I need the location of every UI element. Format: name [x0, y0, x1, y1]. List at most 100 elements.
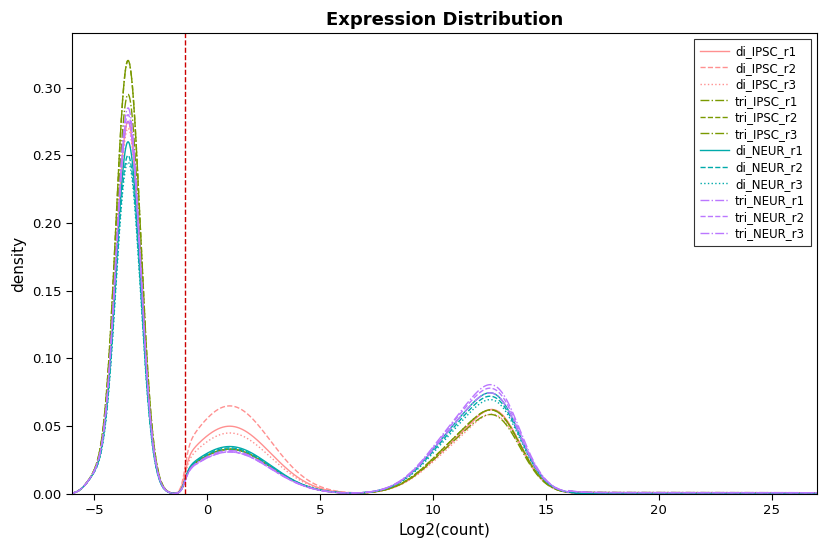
di_IPSC_r2	[715, 491, 724, 497]
di_NEUR_r1	[141, 378, 151, 385]
Line: di_IPSC_r3: di_IPSC_r3	[60, 128, 816, 494]
di_NEUR_r3	[378, 486, 388, 493]
di_NEUR_r3	[346, 490, 356, 496]
tri_NEUR_r1	[141, 367, 151, 374]
di_NEUR_r2	[811, 491, 821, 497]
di_IPSC_r1	[811, 491, 821, 497]
tri_NEUR_r2	[796, 489, 806, 496]
di_NEUR_r2	[378, 486, 388, 492]
tri_IPSC_r1	[123, 57, 133, 64]
Line: tri_NEUR_r3: tri_NEUR_r3	[60, 121, 816, 494]
di_NEUR_r2	[141, 383, 151, 389]
tri_NEUR_r1	[55, 491, 65, 497]
Line: di_NEUR_r1: di_NEUR_r1	[60, 142, 816, 494]
di_IPSC_r1	[378, 487, 388, 494]
di_NEUR_r2	[796, 491, 806, 497]
tri_NEUR_r2	[811, 489, 821, 496]
di_IPSC_r2	[55, 491, 65, 497]
di_IPSC_r1	[715, 491, 724, 497]
Legend: di_IPSC_r1, di_IPSC_r2, di_IPSC_r3, tri_IPSC_r1, tri_IPSC_r2, tri_IPSC_r3, di_NE: di_IPSC_r1, di_IPSC_r2, di_IPSC_r3, tri_…	[693, 40, 810, 246]
tri_NEUR_r3	[715, 489, 724, 496]
tri_IPSC_r1	[346, 490, 356, 496]
di_NEUR_r2	[715, 491, 724, 497]
tri_IPSC_r2	[187, 463, 197, 469]
tri_NEUR_r1	[715, 489, 724, 496]
tri_IPSC_r2	[123, 57, 133, 64]
Line: tri_IPSC_r1: tri_IPSC_r1	[60, 60, 816, 494]
di_NEUR_r1	[378, 486, 388, 492]
tri_IPSC_r2	[141, 352, 151, 359]
di_NEUR_r2	[123, 152, 133, 159]
tri_IPSC_r1	[187, 463, 197, 469]
tri_NEUR_r1	[811, 489, 821, 496]
tri_NEUR_r3	[141, 372, 151, 378]
tri_NEUR_r1	[346, 490, 356, 496]
tri_NEUR_r3	[123, 118, 133, 125]
tri_IPSC_r3	[715, 489, 724, 496]
Line: tri_NEUR_r2: tri_NEUR_r2	[60, 115, 816, 494]
Y-axis label: density: density	[11, 236, 26, 292]
tri_NEUR_r1	[796, 489, 806, 496]
di_NEUR_r3	[141, 385, 151, 391]
tri_NEUR_r3	[346, 490, 356, 496]
di_IPSC_r1	[55, 491, 65, 497]
di_NEUR_r1	[187, 461, 197, 468]
tri_NEUR_r3	[796, 489, 806, 496]
di_NEUR_r1	[123, 138, 133, 145]
di_NEUR_r1	[796, 491, 806, 497]
di_NEUR_r1	[811, 491, 821, 497]
di_IPSC_r1	[796, 491, 806, 497]
tri_IPSC_r1	[378, 487, 388, 494]
Line: tri_NEUR_r1: tri_NEUR_r1	[60, 108, 816, 494]
tri_NEUR_r2	[55, 491, 65, 497]
di_NEUR_r3	[55, 491, 65, 497]
tri_NEUR_r1	[123, 105, 133, 111]
tri_NEUR_r3	[378, 486, 388, 492]
di_NEUR_r3	[796, 491, 806, 497]
di_IPSC_r1	[123, 118, 133, 125]
tri_IPSC_r3	[55, 491, 65, 497]
Line: tri_IPSC_r3: tri_IPSC_r3	[60, 94, 816, 494]
tri_IPSC_r1	[715, 489, 724, 496]
tri_IPSC_r3	[187, 463, 197, 469]
di_IPSC_r3	[715, 491, 724, 497]
tri_IPSC_r2	[378, 487, 388, 494]
di_IPSC_r3	[346, 490, 356, 496]
di_IPSC_r2	[123, 118, 133, 125]
tri_IPSC_r1	[55, 491, 65, 497]
tri_NEUR_r3	[811, 489, 821, 496]
tri_IPSC_r1	[141, 352, 151, 359]
di_NEUR_r1	[715, 491, 724, 497]
tri_IPSC_r2	[55, 491, 65, 497]
tri_IPSC_r1	[811, 489, 821, 496]
di_NEUR_r1	[55, 491, 65, 497]
di_NEUR_r2	[55, 491, 65, 497]
di_IPSC_r2	[187, 436, 197, 442]
Line: tri_IPSC_r2: tri_IPSC_r2	[60, 60, 816, 494]
di_IPSC_r3	[123, 125, 133, 132]
Line: di_NEUR_r2: di_NEUR_r2	[60, 155, 816, 494]
tri_NEUR_r2	[141, 369, 151, 376]
di_IPSC_r1	[346, 490, 356, 496]
Title: Expression Distribution: Expression Distribution	[325, 11, 562, 29]
tri_IPSC_r3	[123, 91, 133, 98]
tri_NEUR_r3	[187, 464, 197, 471]
tri_NEUR_r1	[378, 485, 388, 492]
Line: di_IPSC_r1: di_IPSC_r1	[60, 121, 816, 494]
di_IPSC_r2	[141, 372, 151, 378]
di_NEUR_r1	[346, 490, 356, 496]
di_IPSC_r3	[811, 491, 821, 497]
tri_IPSC_r3	[796, 489, 806, 496]
di_IPSC_r2	[346, 489, 356, 496]
di_IPSC_r3	[796, 491, 806, 497]
Line: di_IPSC_r2: di_IPSC_r2	[60, 121, 816, 494]
di_IPSC_r2	[811, 491, 821, 497]
tri_IPSC_r1	[796, 489, 806, 496]
Line: di_NEUR_r3: di_NEUR_r3	[60, 162, 816, 494]
di_IPSC_r3	[55, 491, 65, 497]
tri_NEUR_r2	[346, 490, 356, 496]
tri_NEUR_r2	[378, 486, 388, 492]
tri_NEUR_r2	[187, 464, 197, 471]
tri_IPSC_r3	[141, 363, 151, 370]
di_NEUR_r2	[187, 462, 197, 469]
